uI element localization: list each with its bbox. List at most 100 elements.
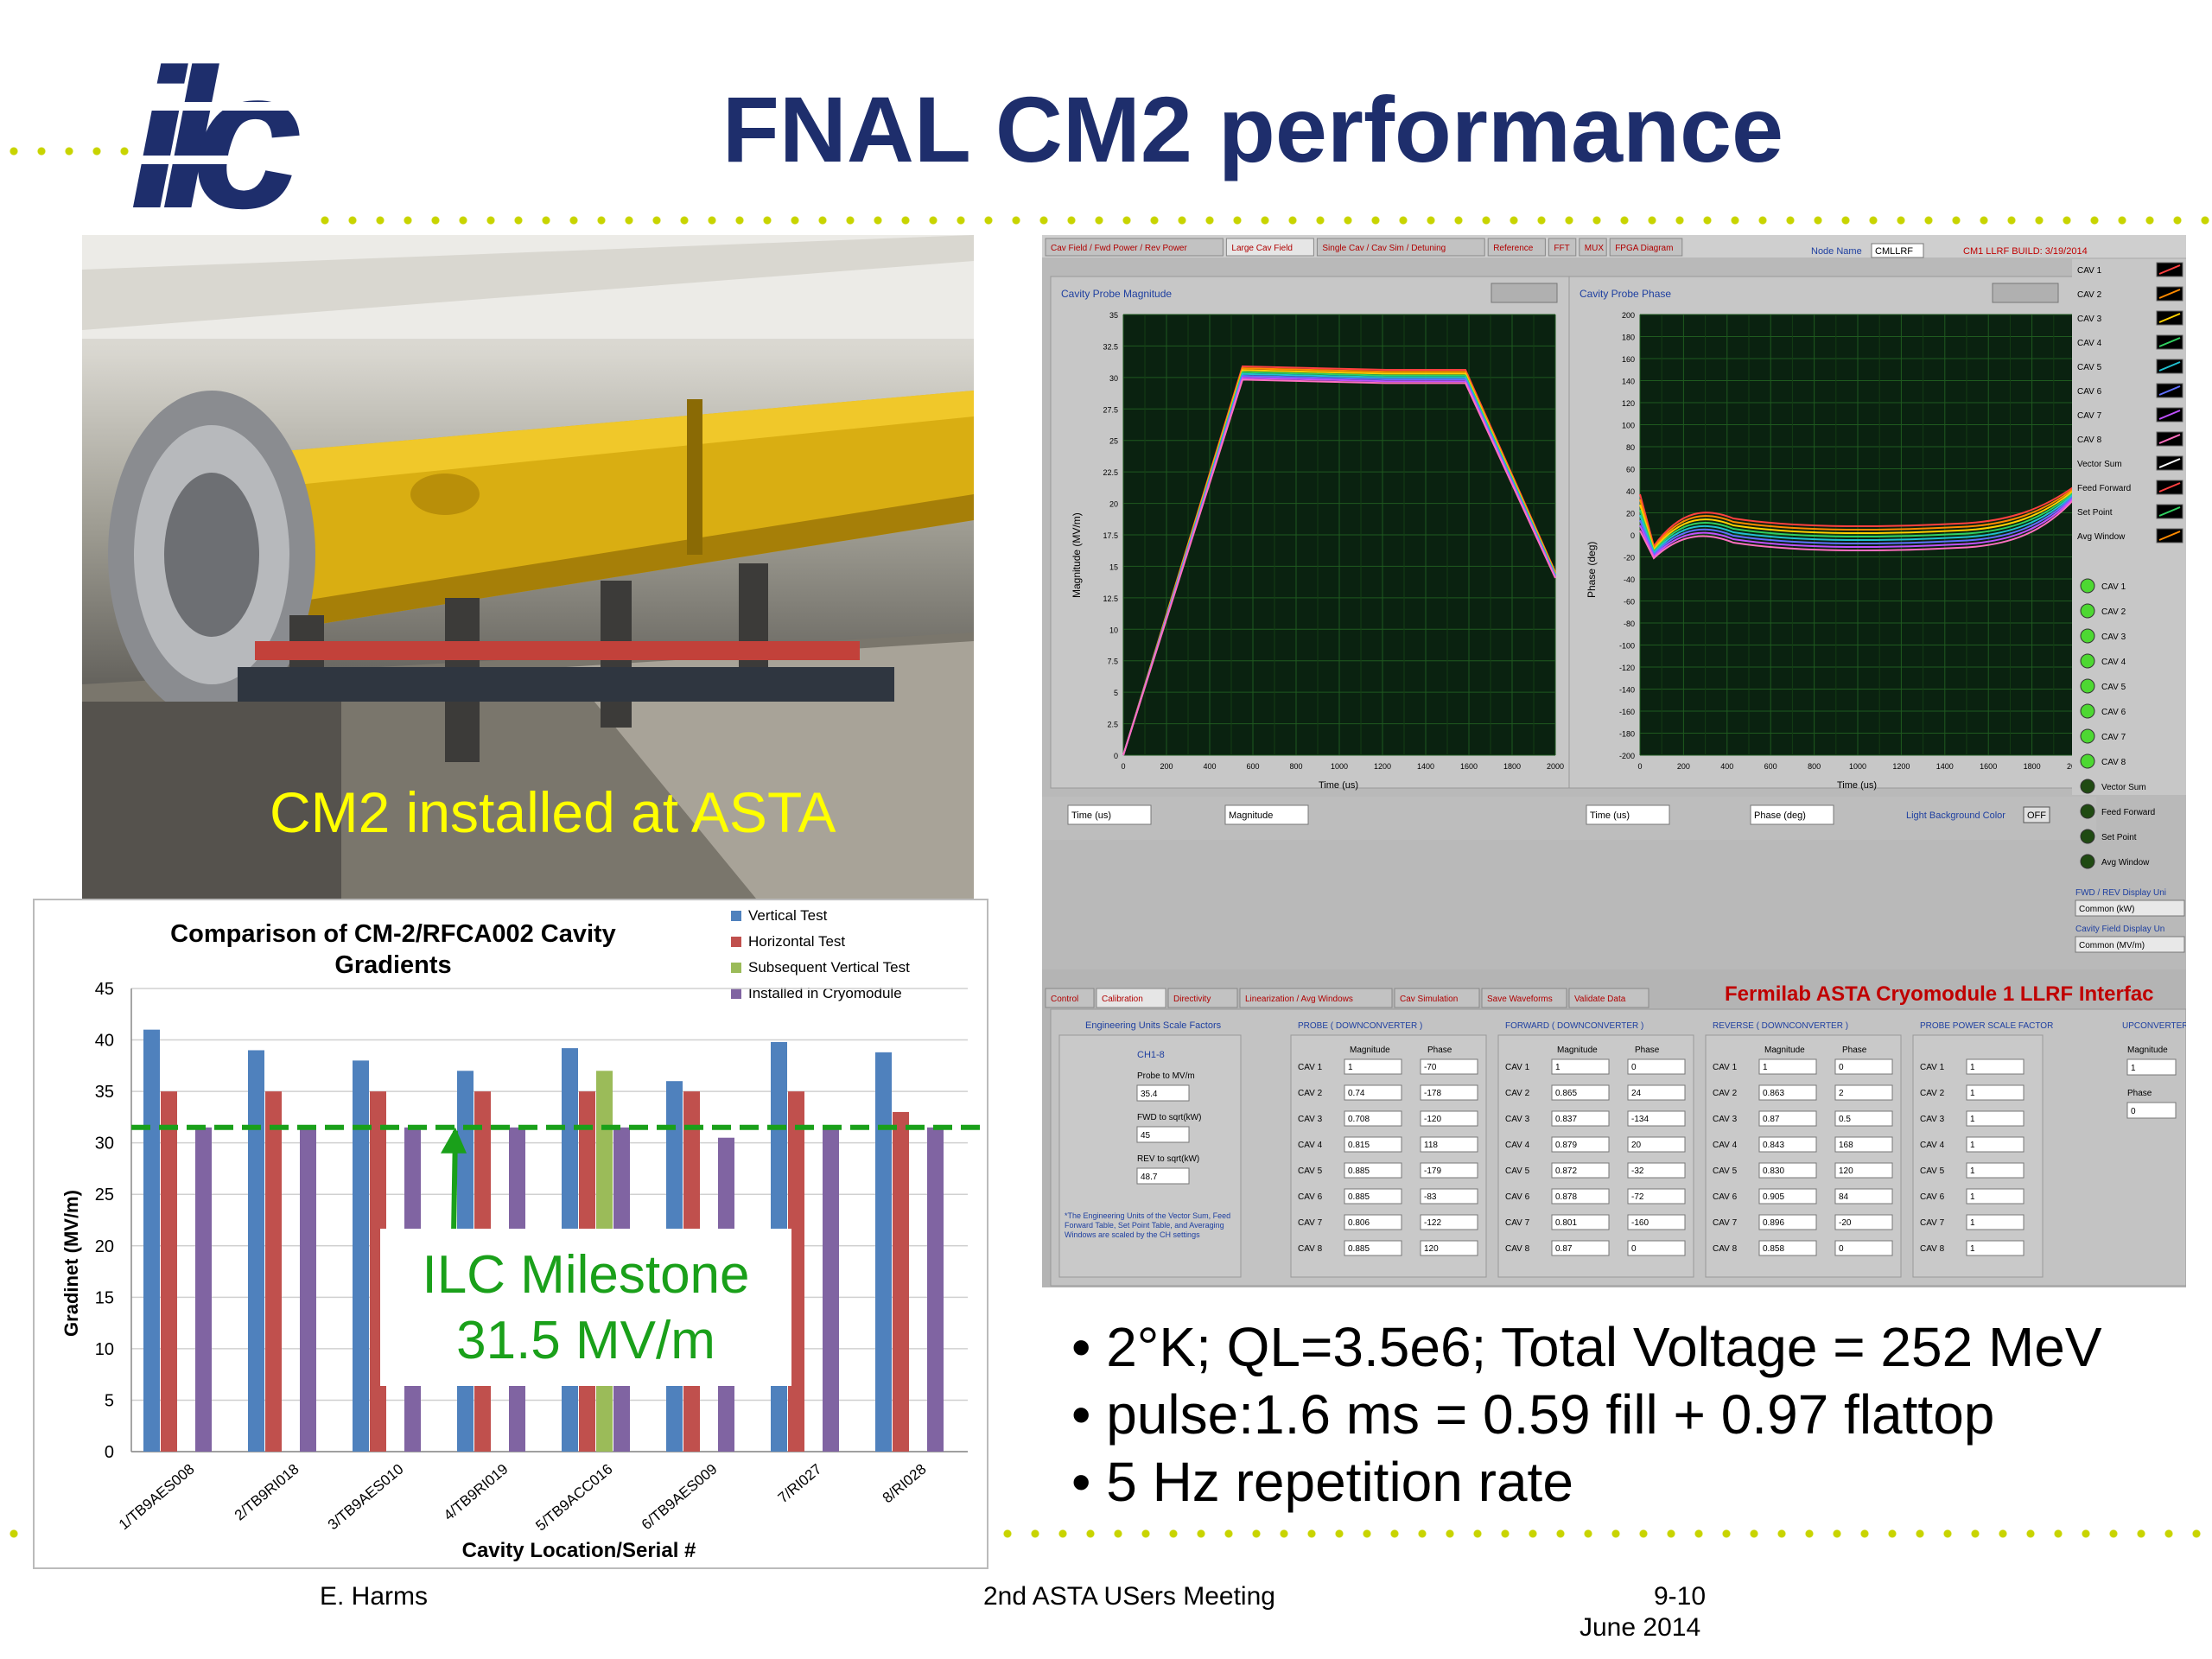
chart-xtick-label: 2/TB9RI018 — [232, 1461, 302, 1524]
phase-field[interactable] — [1834, 1188, 1893, 1205]
phase-value: 2 — [1839, 1089, 1844, 1098]
magnitude-field[interactable] — [1551, 1188, 1610, 1205]
cav-row-label: CAV 1 — [1713, 1063, 1738, 1072]
magnitude-field[interactable] — [1966, 1240, 2024, 1256]
phase-field[interactable] — [1834, 1058, 1893, 1075]
lower-tab[interactable] — [1045, 988, 1095, 1008]
chart-bar — [248, 1050, 264, 1452]
group-panel — [1912, 1034, 2044, 1278]
phase-trace — [1639, 495, 2076, 558]
magnitude-field[interactable] — [1551, 1136, 1610, 1153]
led-indicator[interactable] — [2080, 804, 2095, 819]
magnitude-field[interactable] — [1966, 1188, 2024, 1205]
phase-field[interactable] — [1627, 1136, 1686, 1153]
led-indicator[interactable] — [2080, 854, 2095, 869]
led-indicator[interactable] — [2080, 703, 2095, 719]
phase-field[interactable] — [1834, 1136, 1893, 1153]
phase-field[interactable] — [1834, 1084, 1893, 1101]
led-indicator[interactable] — [2080, 779, 2095, 794]
magnitude-field[interactable] — [1758, 1214, 1817, 1230]
led-indicator[interactable] — [2080, 753, 2095, 769]
led-indicator[interactable] — [2080, 829, 2095, 844]
lower-tab[interactable] — [1481, 988, 1567, 1008]
lower-tab[interactable] — [1394, 988, 1480, 1008]
phase-field[interactable] — [1627, 1084, 1686, 1101]
magnitude-field[interactable] — [1966, 1162, 2024, 1179]
led-indicator[interactable] — [2080, 653, 2095, 669]
labview-tab[interactable] — [1487, 238, 1546, 257]
phase-field[interactable] — [1420, 1110, 1478, 1127]
phase-field[interactable] — [1627, 1188, 1686, 1205]
lower-tab[interactable] — [1096, 988, 1166, 1008]
phase-field[interactable] — [1627, 1162, 1686, 1179]
phase-field[interactable] — [1420, 1084, 1478, 1101]
phase-field[interactable] — [1834, 1214, 1893, 1230]
magnitude-field[interactable] — [1966, 1110, 2024, 1127]
group-col-header: Phase — [1635, 1046, 1660, 1055]
led-indicator[interactable] — [2080, 728, 2095, 744]
magnitude-field[interactable] — [1758, 1136, 1817, 1153]
lower-tab[interactable] — [1167, 988, 1238, 1008]
phase-field[interactable] — [1627, 1240, 1686, 1256]
magnitude-field[interactable] — [1758, 1058, 1817, 1075]
magnitude-field[interactable] — [1344, 1214, 1402, 1230]
magnitude-field[interactable] — [1758, 1188, 1817, 1205]
cav-row-label: CAV 6 — [1920, 1192, 1945, 1202]
phase-field[interactable] — [1420, 1188, 1478, 1205]
phase-field[interactable] — [1627, 1214, 1686, 1230]
magnitude-field[interactable] — [1758, 1084, 1817, 1101]
magnitude-field[interactable] — [1966, 1214, 2024, 1230]
magnitude-value: 1 — [1970, 1115, 1975, 1124]
magnitude-field[interactable] — [1551, 1084, 1610, 1101]
magnitude-field[interactable] — [1344, 1188, 1402, 1205]
phase-field[interactable] — [1627, 1110, 1686, 1127]
phase-field[interactable] — [1834, 1240, 1893, 1256]
magnitude-field[interactable] — [1966, 1136, 2024, 1153]
phase-field[interactable] — [1420, 1214, 1478, 1230]
phase-field[interactable] — [1834, 1162, 1893, 1179]
magnitude-field[interactable] — [1758, 1240, 1817, 1256]
magnitude-field[interactable] — [1344, 1136, 1402, 1153]
labview-tab[interactable] — [1225, 238, 1314, 257]
phase-value: -134 — [1631, 1115, 1649, 1124]
plot-ytick-label: 32.5 — [1103, 342, 1118, 351]
plot-ytick-label: -160 — [1619, 708, 1635, 716]
labview-tab[interactable] — [1316, 238, 1485, 257]
magnitude-field[interactable] — [1758, 1110, 1817, 1127]
phase-trace — [1639, 497, 2076, 560]
magnitude-field[interactable] — [1551, 1110, 1610, 1127]
lower-tab[interactable] — [1568, 988, 1649, 1008]
magnitude-value: 0.815 — [1348, 1141, 1370, 1150]
magnitude-field[interactable] — [1551, 1214, 1610, 1230]
labview-tab[interactable] — [1045, 238, 1224, 257]
phase-field[interactable] — [1420, 1240, 1478, 1256]
phase-field[interactable] — [1420, 1162, 1478, 1179]
magnitude-field[interactable] — [1344, 1162, 1402, 1179]
magnitude-field[interactable] — [1551, 1058, 1610, 1075]
magnitude-field[interactable] — [1344, 1110, 1402, 1127]
phase-field[interactable] — [1834, 1110, 1893, 1127]
lower-tab[interactable] — [1239, 988, 1393, 1008]
led-indicator[interactable] — [2080, 628, 2095, 644]
magnitude-field[interactable] — [1344, 1240, 1402, 1256]
magnitude-field[interactable] — [1966, 1058, 2024, 1075]
led-indicator[interactable] — [2080, 603, 2095, 619]
phase-field[interactable] — [1420, 1058, 1478, 1075]
magnitude-field[interactable] — [1551, 1240, 1610, 1256]
magnitude-field[interactable] — [1551, 1162, 1610, 1179]
magnitude-field[interactable] — [1966, 1084, 2024, 1101]
magnitude-field[interactable] — [1344, 1084, 1402, 1101]
magnitude-field[interactable] — [1758, 1162, 1817, 1179]
chart-bar — [893, 1111, 909, 1452]
bullet-item: • pulse:1.6 ms = 0.59 fill + 0.97 flatto… — [1071, 1383, 1995, 1446]
magnitude-value: 1 — [1555, 1063, 1560, 1072]
magnitude-value: 1 — [1348, 1063, 1353, 1072]
labview-tab[interactable] — [1548, 238, 1577, 257]
led-indicator[interactable] — [2080, 578, 2095, 594]
labview-tab[interactable] — [1609, 238, 1683, 257]
labview-tab[interactable] — [1579, 238, 1607, 257]
led-indicator[interactable] — [2080, 678, 2095, 694]
phase-field[interactable] — [1420, 1136, 1478, 1153]
magnitude-field[interactable] — [1344, 1058, 1402, 1075]
phase-field[interactable] — [1627, 1058, 1686, 1075]
